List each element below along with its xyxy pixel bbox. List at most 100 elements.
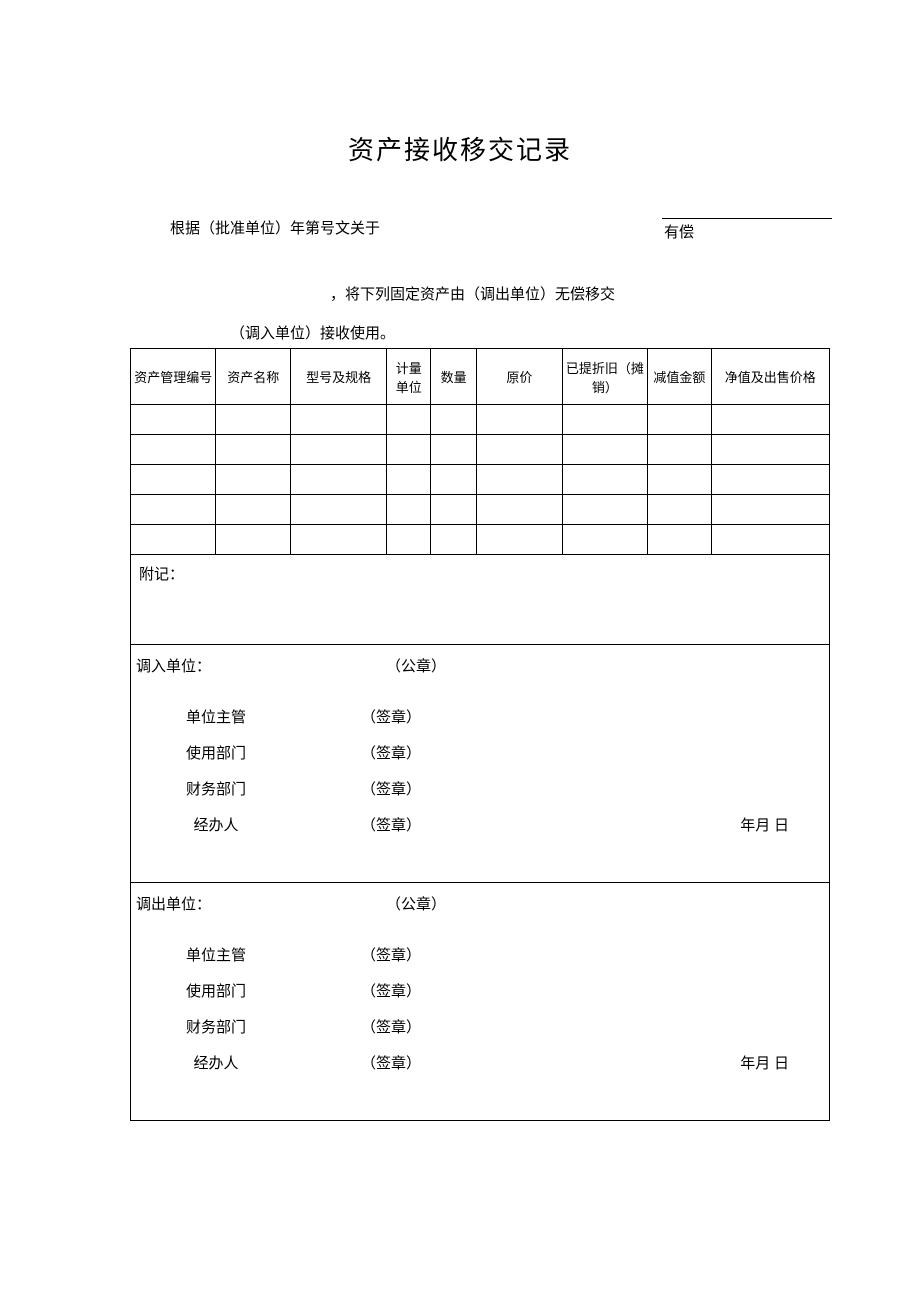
- header-quantity: 数量: [431, 349, 477, 405]
- table-row: [131, 435, 830, 465]
- supervisor-out-stamp: （签章）: [266, 944, 516, 965]
- header-model-spec: 型号及规格: [290, 349, 386, 405]
- cell-quantity: [431, 495, 477, 525]
- sig-line-department-out: 使用部门 （签章）: [136, 980, 824, 1001]
- cell-depreciation: [562, 435, 647, 465]
- table-row: [131, 495, 830, 525]
- cell-original-price: [477, 405, 562, 435]
- supervisor-label: 单位主管: [136, 706, 266, 727]
- signature-in-row: 调入单位： （公章） 单位主管 （签章） 使用部门 （签章） 财务部门: [131, 645, 830, 883]
- cell-impairment: [648, 405, 712, 435]
- finance-label: 财务部门: [136, 778, 266, 799]
- cell-depreciation: [562, 405, 647, 435]
- cell-asset-id: [131, 405, 216, 435]
- handler-label: 经办人: [136, 814, 266, 835]
- cell-model-spec: [290, 465, 386, 495]
- handler-stamp: （签章）: [266, 814, 516, 835]
- cell-quantity: [431, 435, 477, 465]
- cell-quantity: [431, 525, 477, 555]
- signature-out-row: 调出单位： （公章） 单位主管 （签章） 使用部门 （签章） 财务部门: [131, 883, 830, 1121]
- cell-unit: [387, 405, 431, 435]
- cell-depreciation: [562, 495, 647, 525]
- notes-cell: 附记：: [131, 555, 830, 645]
- sig-line-finance: 财务部门 （签章）: [136, 778, 824, 799]
- cell-net-value: [711, 435, 829, 465]
- table-row: [131, 465, 830, 495]
- cell-net-value: [711, 525, 829, 555]
- sig-line-finance-out: 财务部门 （签章）: [136, 1016, 824, 1037]
- cell-net-value: [711, 495, 829, 525]
- department-stamp: （签章）: [266, 742, 516, 763]
- document-page: 资产接收移交记录 根据（批准单位）年第号文关于 有偿 ，将下列固定资产由（调出单…: [0, 0, 920, 1121]
- document-title: 资产接收移交记录: [130, 130, 790, 167]
- supervisor-stamp: （签章）: [266, 706, 516, 727]
- cell-original-price: [477, 525, 562, 555]
- signature-in-date: 年月 日: [516, 814, 824, 835]
- finance-stamp: （签章）: [266, 778, 516, 799]
- asset-table: 资产管理编号 资产名称 型号及规格 计量单位 数量 原价 已提折旧（摊销） 减值…: [130, 348, 830, 1121]
- unit-out-seal: （公章）: [386, 893, 446, 914]
- header-asset-name: 资产名称: [216, 349, 291, 405]
- signature-out-header: 调出单位： （公章）: [136, 893, 824, 914]
- cell-original-price: [477, 465, 562, 495]
- cell-unit: [387, 435, 431, 465]
- cell-model-spec: [290, 435, 386, 465]
- finance-out-stamp: （签章）: [266, 1016, 516, 1037]
- signature-in-header: 调入单位： （公章）: [136, 655, 824, 676]
- unit-out-label: 调出单位：: [136, 893, 386, 914]
- cell-asset-name: [216, 465, 291, 495]
- cell-net-value: [711, 465, 829, 495]
- table-row: [131, 405, 830, 435]
- cell-asset-name: [216, 435, 291, 465]
- header-original-price: 原价: [477, 349, 562, 405]
- compensation-text: 有偿: [662, 221, 832, 242]
- cell-asset-id: [131, 495, 216, 525]
- sig-line-department: 使用部门 （签章）: [136, 742, 824, 763]
- table-body: 附记： 调入单位： （公章） 单位主管 （签章）: [131, 405, 830, 1121]
- signature-out-date: 年月 日: [516, 1052, 824, 1073]
- header-depreciation: 已提折旧（摊销）: [562, 349, 647, 405]
- intro-line-3: （调入单位）接收使用。: [230, 322, 790, 343]
- header-net-value: 净值及出售价格: [711, 349, 829, 405]
- signature-in-section: 调入单位： （公章） 单位主管 （签章） 使用部门 （签章） 财务部门: [136, 655, 824, 835]
- cell-asset-name: [216, 405, 291, 435]
- compensation-line: [662, 218, 832, 219]
- intro-row-2: ，将下列固定资产由（调出单位）无偿移交: [130, 258, 790, 304]
- cell-quantity: [431, 405, 477, 435]
- cell-impairment: [648, 465, 712, 495]
- table-header-row: 资产管理编号 资产名称 型号及规格 计量单位 数量 原价 已提折旧（摊销） 减值…: [131, 349, 830, 405]
- header-unit: 计量单位: [387, 349, 431, 405]
- cell-asset-id: [131, 435, 216, 465]
- cell-depreciation: [562, 525, 647, 555]
- header-asset-id: 资产管理编号: [131, 349, 216, 405]
- cell-asset-id: [131, 465, 216, 495]
- department-out-label: 使用部门: [136, 980, 266, 1001]
- notes-row: 附记：: [131, 555, 830, 645]
- cell-depreciation: [562, 465, 647, 495]
- cell-unit: [387, 495, 431, 525]
- cell-quantity: [431, 465, 477, 495]
- cell-unit: [387, 465, 431, 495]
- supervisor-out-label: 单位主管: [136, 944, 266, 965]
- cell-asset-name: [216, 495, 291, 525]
- cell-net-value: [711, 405, 829, 435]
- department-out-stamp: （签章）: [266, 980, 516, 1001]
- cell-asset-name: [216, 525, 291, 555]
- cell-unit: [387, 525, 431, 555]
- sig-line-supervisor-out: 单位主管 （签章）: [136, 944, 824, 965]
- sig-line-handler-out: 经办人 （签章） 年月 日: [136, 1052, 824, 1073]
- signature-in-cell: 调入单位： （公章） 单位主管 （签章） 使用部门 （签章） 财务部门: [131, 645, 830, 883]
- unit-in-label: 调入单位：: [136, 655, 386, 676]
- finance-out-label: 财务部门: [136, 1016, 266, 1037]
- table-row: [131, 525, 830, 555]
- sig-line-supervisor: 单位主管 （签章）: [136, 706, 824, 727]
- intro-line-2: ，将下列固定资产由（调出单位）无偿移交: [330, 283, 615, 304]
- cell-impairment: [648, 525, 712, 555]
- cell-model-spec: [290, 405, 386, 435]
- handler-out-label: 经办人: [136, 1052, 266, 1073]
- compensation-box: 有偿: [662, 218, 832, 242]
- cell-model-spec: [290, 525, 386, 555]
- notes-label: 附记：: [139, 567, 184, 583]
- cell-impairment: [648, 495, 712, 525]
- cell-asset-id: [131, 525, 216, 555]
